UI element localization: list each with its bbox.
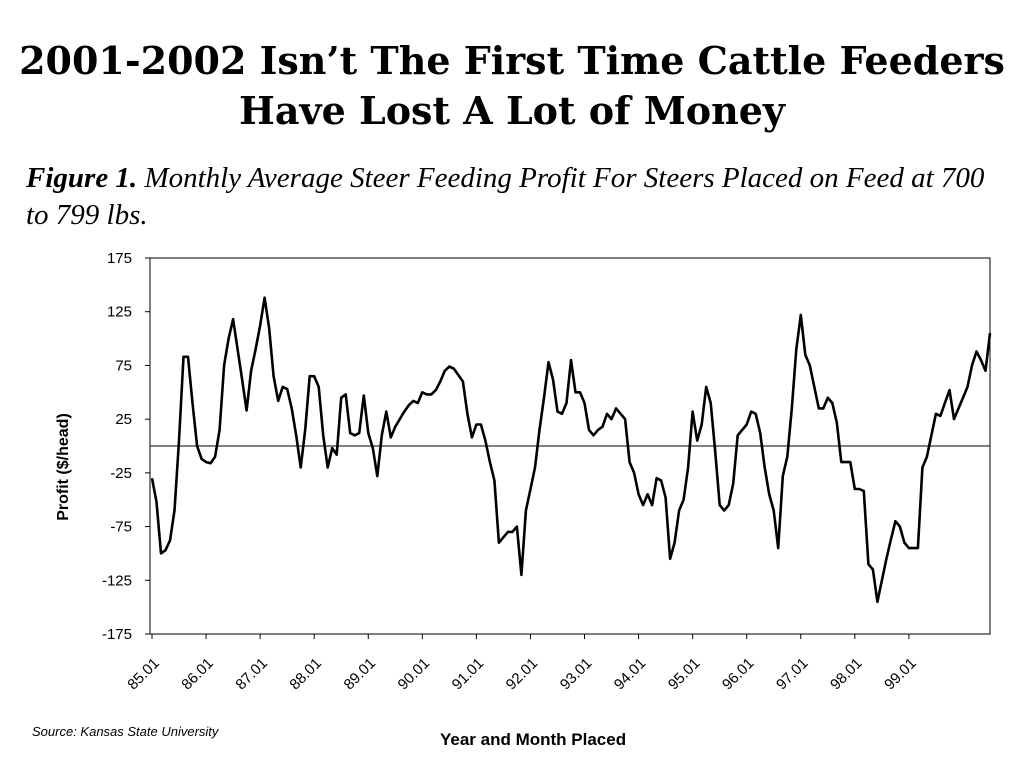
- figure-caption: Figure 1. Monthly Average Steer Feeding …: [26, 160, 1006, 234]
- y-tick-label: -25: [110, 465, 132, 482]
- x-tick-label: 96.01: [719, 655, 758, 694]
- x-tick-label: 92.01: [503, 655, 542, 694]
- x-tick-label: 87.01: [232, 655, 271, 694]
- x-axis-title: Year and Month Placed: [440, 730, 627, 749]
- x-tick-label: 94.01: [611, 655, 650, 694]
- y-tick-label: -125: [102, 572, 132, 589]
- source-note: Source: Kansas State University: [32, 724, 219, 739]
- y-tick-label: 175: [107, 250, 132, 267]
- x-tick-label: 90.01: [395, 655, 434, 694]
- x-tick-label: 86.01: [178, 655, 217, 694]
- y-tick-label: 25: [115, 411, 132, 428]
- x-tick-label: 88.01: [286, 655, 325, 694]
- x-tick-label: 98.01: [827, 655, 866, 694]
- y-tick-label: -175: [102, 626, 132, 643]
- x-tick-label: 99.01: [881, 655, 920, 694]
- figure-label: Figure 1.: [26, 162, 138, 194]
- y-axis-title: Profit ($/head): [55, 413, 72, 521]
- figure-caption-text: Monthly Average Steer Feeding Profit For…: [26, 162, 985, 231]
- x-tick-label: 91.01: [449, 655, 488, 694]
- slide-title: 2001-2002 Isn’t The First Time Cattle Fe…: [0, 36, 1024, 136]
- y-tick-label: -75: [110, 519, 132, 536]
- x-tick-label: 97.01: [773, 655, 812, 694]
- slide-title-line-2: Have Lost A Lot of Money: [238, 88, 786, 133]
- y-tick-label: 75: [115, 357, 132, 374]
- x-tick-label: 89.01: [341, 655, 380, 694]
- profit-series-line: [150, 296, 992, 604]
- slide-title-line-1: 2001-2002 Isn’t The First Time Cattle Fe…: [19, 38, 1005, 83]
- x-tick-label: 85.01: [124, 655, 163, 694]
- x-tick-label: 93.01: [557, 655, 596, 694]
- x-tick-label: 95.01: [665, 655, 704, 694]
- y-tick-label: 125: [107, 304, 132, 321]
